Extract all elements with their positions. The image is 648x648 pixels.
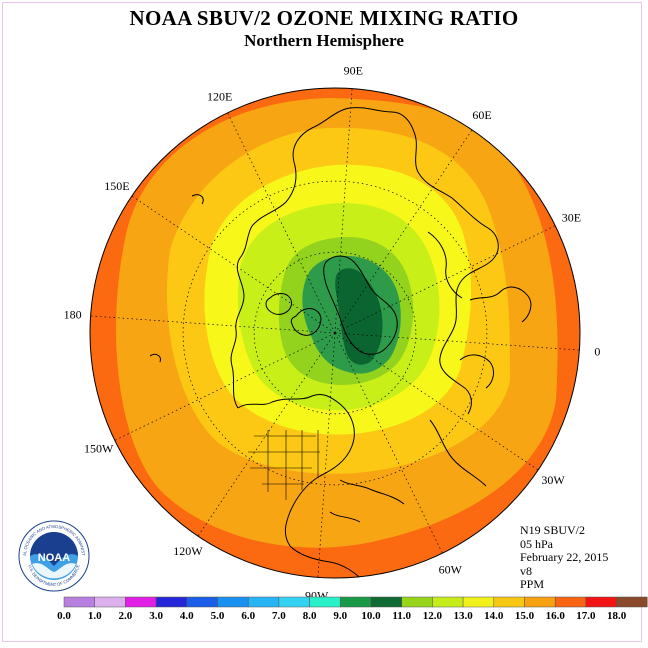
- version-label: v8: [520, 563, 532, 578]
- colorbar-box: [63, 596, 95, 608]
- colorbar-box: [554, 596, 587, 608]
- longitude-label: 90E: [344, 64, 363, 78]
- colorbar-tick-label: 4.0: [180, 610, 194, 622]
- colorbar-tick-label: 12.0: [423, 610, 443, 622]
- colorbar-box: [278, 596, 310, 608]
- longitude-label: 60E: [472, 108, 491, 122]
- colorbar-box: [125, 596, 157, 608]
- band-8: [335, 268, 383, 365]
- longitude-label: 120W: [173, 544, 203, 558]
- instrument-label: N19 SBUV/2: [520, 523, 586, 537]
- colorbar-box: [247, 596, 280, 608]
- map-title: NOAA SBUV/2 OZONE MIXING RATIO: [129, 6, 519, 30]
- longitude-label: 0: [594, 344, 600, 358]
- longitude-label: 120E: [207, 90, 232, 104]
- longitude-label: 180: [64, 308, 82, 322]
- colorbar-tick-label: 14.0: [484, 610, 504, 622]
- colorbar-box: [186, 596, 218, 608]
- longitude-label: 150E: [104, 179, 129, 193]
- colorbar-tick-label: 8.0: [303, 610, 317, 622]
- colorbar-tick-label: 5.0: [211, 610, 225, 622]
- colorbar-tick-label: 7.0: [272, 610, 286, 622]
- colorbar-box: [370, 596, 402, 608]
- graticule: [90, 88, 580, 578]
- colorbar-box: [432, 596, 464, 608]
- colorbar-tick-label: 11.0: [392, 610, 411, 622]
- logo-text: NOAA: [38, 552, 70, 564]
- colorbar-box: [462, 596, 495, 608]
- date-label: February 22, 2015: [520, 550, 609, 564]
- colorbar-tick-label: 3.0: [149, 610, 163, 622]
- colorbar-tick-label: 16.0: [546, 610, 566, 622]
- colorbar-tick-label: 17.0: [576, 610, 596, 622]
- noaa-logo: NOAA NATIONAL OCEANIC AND ATMOSPHERIC AD…: [18, 520, 90, 592]
- coastlines: [149, 107, 532, 578]
- colorbar-box: [585, 596, 617, 608]
- colorbar-box: [155, 596, 188, 608]
- ozone-field: [90, 88, 580, 578]
- colorbar-tick-label: 15.0: [515, 610, 535, 622]
- colorbar-box: [217, 596, 249, 608]
- colorbar-tick-label: 0.0: [57, 610, 71, 622]
- colorbar-box: [340, 596, 372, 608]
- longitude-label: 60W: [439, 562, 463, 576]
- colorbar-box: [401, 596, 433, 608]
- colorbar-tick-label: 6.0: [241, 610, 255, 622]
- units-label: PPM: [520, 577, 545, 591]
- map-boundary: [89, 87, 581, 579]
- colorbar-box: [524, 596, 556, 608]
- longitude-label: 150W: [84, 441, 114, 455]
- dataset-info: N19 SBUV/2 05 hPa February 22, 2015 v8 P…: [520, 523, 609, 592]
- colorbar-tick-label: 1.0: [88, 610, 102, 622]
- colorbar-tick-label: 9.0: [333, 610, 347, 622]
- colorbar-tick-label: 18.0: [607, 610, 627, 622]
- colorbar-labels: 0.0 1.0 2.0 3.0 4.0 5.0 6.0 7.0 8.0 9.0 10.0 11.0 12…: [57, 610, 627, 622]
- colorbar-box: [94, 596, 126, 608]
- longitude-label: 30W: [541, 473, 565, 487]
- colorbar-tick-label: 10.0: [361, 610, 381, 622]
- colorbar-box: [309, 596, 341, 608]
- colorbar-box: [616, 596, 648, 608]
- colorbar-box: [493, 596, 525, 608]
- colorbar-boxes: [63, 596, 648, 608]
- map-subtitle: Northern Hemisphere: [244, 31, 404, 50]
- pressure-level-label: 05 hPa: [520, 536, 553, 551]
- longitude-label: 30E: [562, 211, 581, 225]
- colorbar-tick-label: 2.0: [119, 610, 133, 622]
- colorbar-tick-label: 13.0: [453, 610, 473, 622]
